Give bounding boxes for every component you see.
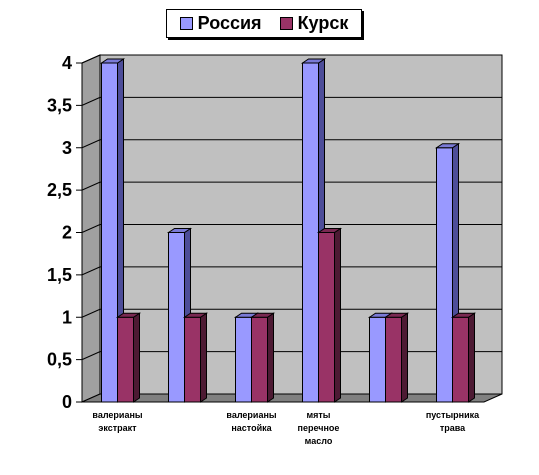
bar-side <box>133 312 140 403</box>
bar-side <box>200 312 207 403</box>
x-tick-label: экстракт <box>98 423 137 433</box>
x-tick-label: валерианы <box>226 410 276 420</box>
bar-front <box>318 232 335 403</box>
gridline-side <box>81 54 101 64</box>
y-tick-label: 3,5 <box>47 95 72 115</box>
bar-front <box>101 62 118 403</box>
gridline-side <box>81 351 101 361</box>
gridline-side <box>81 139 101 149</box>
x-tick-label: валерианы <box>92 410 142 420</box>
x-tick-label: масло <box>305 436 333 446</box>
bar-top <box>316 228 343 233</box>
x-tick-label: перечное <box>298 423 340 433</box>
bar-top <box>383 312 410 318</box>
y-tick-label: 1 <box>62 307 72 327</box>
bar-front <box>385 316 402 403</box>
bar-front <box>251 316 268 403</box>
bar-front <box>436 147 453 403</box>
x-tick-label: настойка <box>231 423 272 433</box>
legend-label-russia: Россия <box>197 13 262 33</box>
bar-front <box>168 232 185 403</box>
y-tick-label: 0 <box>62 392 72 412</box>
x-tick-label: мяты <box>306 410 330 420</box>
bar-front <box>302 62 319 403</box>
bar-side <box>334 227 341 403</box>
bar-top <box>182 312 209 318</box>
legend-entry-kursk: Курск <box>279 13 349 34</box>
chart-legend: Россия Курск <box>166 9 362 38</box>
bar-side <box>468 312 475 403</box>
bar-top <box>115 312 142 318</box>
legend-swatch-russia <box>179 17 193 30</box>
y-tick-label: 2 <box>62 223 72 243</box>
x-tick-label: пустырника <box>426 410 480 420</box>
x-tick-label: трава <box>440 423 466 433</box>
bar-front <box>117 316 134 403</box>
bar-front <box>369 316 386 403</box>
y-tick-label: 0,5 <box>47 350 72 370</box>
bar-top <box>249 312 276 318</box>
bar-front <box>184 316 201 403</box>
bar-top <box>450 312 477 318</box>
gridline-side <box>81 266 101 276</box>
bar-top <box>300 58 327 64</box>
gridline-side <box>81 181 101 191</box>
y-tick-label: 4 <box>62 53 72 73</box>
bar-side <box>401 312 408 403</box>
bar-side <box>267 312 274 403</box>
legend-entry-russia: Россия <box>179 13 262 34</box>
bar-top <box>166 228 193 233</box>
gridline-side <box>81 96 101 106</box>
bar-front <box>452 316 469 403</box>
gridline-side <box>81 308 101 318</box>
gridline-side <box>81 224 101 233</box>
legend-swatch-kursk <box>279 17 293 30</box>
y-tick-label: 1,5 <box>47 265 72 285</box>
bar-top <box>434 143 461 149</box>
bar-top <box>99 58 126 64</box>
legend-label-kursk: Курск <box>297 13 349 33</box>
y-tick-label: 2,5 <box>47 180 72 200</box>
y-tick-label: 3 <box>62 138 72 158</box>
bar-front <box>235 316 252 403</box>
